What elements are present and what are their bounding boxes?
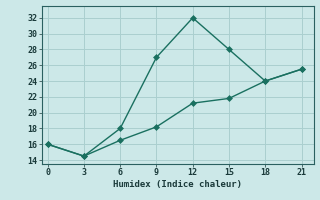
X-axis label: Humidex (Indice chaleur): Humidex (Indice chaleur) xyxy=(113,180,242,189)
